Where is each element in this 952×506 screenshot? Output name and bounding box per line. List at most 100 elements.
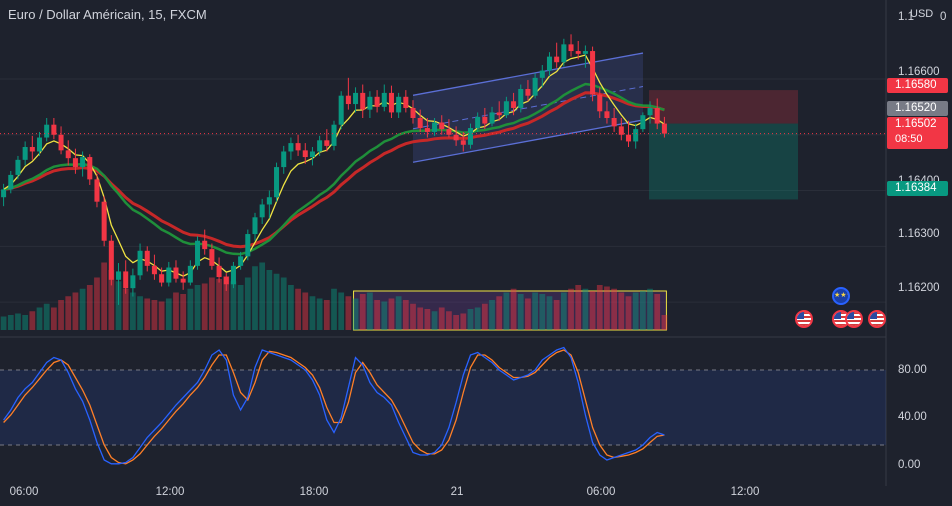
candle-body: [467, 128, 473, 145]
volume-bar: [7, 315, 14, 330]
candle-body: [195, 240, 201, 266]
candle-body: [518, 88, 524, 108]
us-flag-icon[interactable]: [868, 310, 886, 328]
channel-upper-line: [412, 52, 644, 96]
volume-bar: [173, 292, 179, 330]
candle-body: [15, 159, 21, 175]
oscillator-tick: 80.00: [898, 364, 927, 376]
volume-bar: [446, 311, 452, 330]
candle-body: [618, 126, 624, 135]
candle-body: [173, 267, 179, 279]
candle-body: [252, 217, 258, 235]
candle-body: [590, 51, 596, 95]
candle-body: [360, 92, 366, 110]
candle-body: [94, 179, 100, 202]
candle-body: [151, 265, 157, 275]
candle-body: [108, 240, 114, 280]
volume-bar: [474, 307, 481, 330]
candle-body: [338, 95, 344, 125]
volume-bar: [50, 307, 57, 330]
candle-body: [396, 96, 402, 113]
candle-body: [367, 96, 373, 110]
candle-body: [230, 265, 236, 285]
stochastic-k-line: [3, 346, 665, 465]
price-tick-top: 1.1 0: [898, 11, 947, 23]
candle-body: [259, 204, 265, 218]
volume-bar: [29, 311, 36, 330]
volume-bar: [460, 313, 467, 330]
candle-body: [209, 249, 215, 266]
volume-bar: [259, 262, 266, 330]
oscillator-tick: 0.00: [898, 459, 921, 471]
candle-body: [302, 150, 308, 158]
candle-body: [72, 158, 78, 168]
volume-bar: [517, 294, 524, 330]
volume-bar: [589, 291, 596, 330]
volume-bar: [137, 296, 143, 330]
volume-bar: [216, 279, 222, 330]
candle-body: [116, 271, 122, 280]
candle-body: [101, 201, 107, 241]
volume-bar: [0, 316, 7, 330]
volume-bar: [431, 311, 438, 330]
volume-bar: [661, 315, 668, 330]
stochastic-d-line: [3, 349, 665, 465]
volume-bar: [345, 296, 352, 330]
candle-body: [80, 157, 86, 168]
candle-body: [58, 134, 64, 151]
candle-body: [511, 101, 517, 108]
channel-fill: [413, 53, 643, 163]
us-flag-icon[interactable]: [845, 310, 863, 328]
us-flag-icon[interactable]: [795, 310, 813, 328]
candle-body: [187, 265, 193, 283]
time-tick: 06:00: [586, 486, 616, 498]
candle-body: [166, 267, 172, 283]
volume-bar: [144, 298, 151, 330]
candle-body: [554, 56, 560, 63]
volume-bar: [115, 281, 122, 330]
time-tick: 12:00: [155, 486, 185, 498]
volume-bar: [568, 288, 574, 330]
candle-body: [274, 167, 280, 198]
volume-bar: [374, 300, 380, 330]
volume-bar: [604, 286, 610, 330]
volume-bar: [410, 303, 416, 330]
volume-bar: [582, 288, 589, 330]
candle-body: [266, 197, 272, 205]
candle-body: [1, 189, 7, 198]
volume-bar: [122, 288, 129, 330]
volume-bar: [467, 309, 474, 330]
candle-body: [22, 147, 28, 160]
currency-label[interactable]: USD: [910, 8, 934, 20]
candle-body: [546, 56, 552, 71]
candle-body: [123, 271, 129, 289]
volume-bar: [323, 300, 330, 330]
eu-flag-icon[interactable]: ★★★: [832, 287, 850, 305]
volume-bar: [503, 292, 510, 330]
candle-body: [460, 140, 466, 145]
candle-body: [647, 107, 653, 116]
stop-loss-price-tag: 1.16580: [887, 78, 948, 93]
candle-body: [345, 95, 351, 105]
volume-bar: [79, 288, 86, 330]
volume-bar: [273, 273, 280, 330]
candle-body: [51, 124, 57, 135]
time-tick: 12:00: [730, 486, 760, 498]
candle-body: [8, 174, 14, 190]
oscillator-tick: 40.00: [898, 411, 927, 423]
volume-bar: [560, 292, 567, 330]
volume-bar: [309, 296, 316, 330]
candle-body: [661, 123, 667, 134]
candle-body: [496, 112, 502, 116]
volume-bar: [338, 292, 345, 330]
volume-bar: [36, 307, 43, 330]
candle-body: [525, 88, 531, 96]
volume-bar: [295, 288, 301, 330]
volume-bar: [201, 283, 208, 330]
volume-bar: [438, 307, 445, 330]
candle-body: [44, 124, 50, 138]
volume-bar: [230, 281, 237, 330]
volume-bar: [302, 292, 309, 330]
candle-body: [288, 143, 294, 152]
